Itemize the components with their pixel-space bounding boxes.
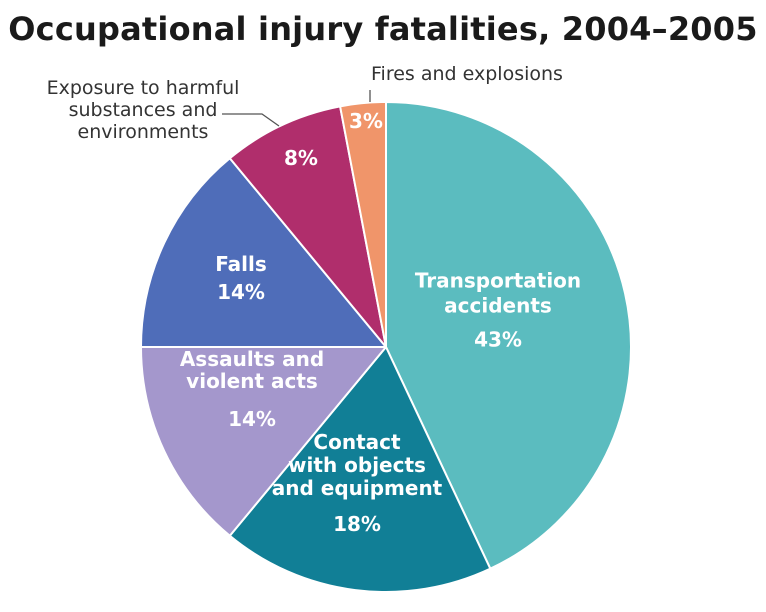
slice-label-exposure: substances and	[69, 99, 218, 121]
slice-label-exposure: Exposure to harmful	[47, 77, 240, 99]
slice-value-fires: 3%	[349, 109, 383, 133]
slice-label-contact: with objects	[288, 453, 426, 477]
slice-label-fires: Fires and explosions	[371, 63, 563, 85]
slice-label-exposure: environments	[78, 121, 209, 143]
slice-value-transportation: 43%	[474, 328, 522, 352]
pie-slice-transportation	[385, 101, 632, 570]
pie-slice-contact	[228, 346, 492, 593]
slice-value-falls: 14%	[217, 280, 265, 304]
slice-label-falls: Falls	[215, 252, 267, 276]
slice-value-contact: 18%	[333, 512, 381, 536]
slice-value-assaults: 14%	[228, 407, 276, 431]
pie-slice-assaults	[140, 346, 387, 537]
slice-label-assaults: Assaults and	[180, 347, 324, 371]
pie-slice-falls	[140, 157, 387, 348]
slice-value-exposure: 8%	[284, 146, 318, 170]
slice-label-transportation: Transportation	[415, 269, 581, 293]
slice-label-transportation: accidents	[444, 294, 552, 318]
slice-label-contact: and equipment	[272, 476, 443, 500]
pie-slice-exposure	[228, 105, 387, 348]
chart-title: Occupational injury fatalities, 2004–200…	[8, 10, 758, 48]
pie-slice-fires	[339, 101, 387, 348]
slice-label-assaults: violent acts	[186, 369, 318, 393]
leader-line-exposure	[222, 113, 280, 127]
slice-label-contact: Contact	[313, 430, 401, 454]
